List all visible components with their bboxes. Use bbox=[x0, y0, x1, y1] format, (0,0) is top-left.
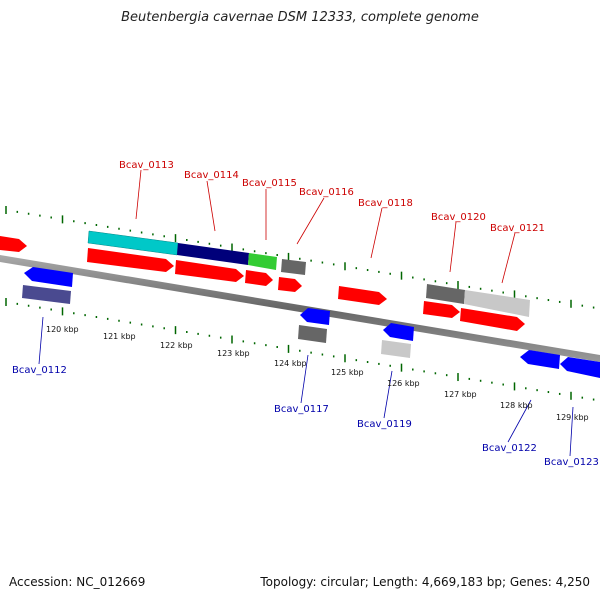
feature-navy bbox=[177, 243, 249, 265]
forward-genes bbox=[0, 236, 525, 331]
feature-gray-0120 bbox=[426, 284, 465, 304]
label-bcav-0122[interactable]: Bcav_0122 bbox=[482, 443, 537, 454]
feature-gray-0117 bbox=[298, 325, 327, 343]
outer-ruler bbox=[5, 206, 595, 309]
topology-text: Topology: circular; Length: 4,669,183 bp… bbox=[260, 575, 590, 589]
scale-labels: 120 kbp 121 kbp 122 kbp 123 kbp 124 kbp … bbox=[46, 325, 589, 422]
label-bcav-0121[interactable]: Bcav_0121 bbox=[490, 223, 545, 234]
leader-bcav-0121 bbox=[501, 232, 516, 284]
gene-arrow-bcav-0114[interactable] bbox=[175, 260, 244, 282]
leader-bcav-0114 bbox=[206, 180, 216, 232]
feature-track bbox=[22, 230, 530, 358]
map-title: Beutenbergia cavernae DSM 12333, complet… bbox=[121, 10, 479, 25]
gene-arrow-bcav-0121[interactable] bbox=[460, 308, 525, 331]
scale-label: 127 kbp bbox=[444, 390, 477, 399]
reverse-genes bbox=[24, 267, 600, 378]
label-bcav-0123[interactable]: Bcav_0123 bbox=[544, 457, 599, 468]
scale-label: 128 kbp bbox=[500, 401, 533, 410]
leader-bcav-0113 bbox=[135, 169, 142, 220]
label-bcav-0116[interactable]: Bcav_0116 bbox=[299, 187, 354, 198]
scale-label: 125 kbp bbox=[331, 368, 364, 377]
leader-bcav-0118 bbox=[370, 207, 383, 259]
leader-bcav-0123 bbox=[569, 406, 574, 457]
leader-bcav-0116 bbox=[296, 197, 325, 245]
scale-label: 129 kbp bbox=[556, 413, 589, 422]
leader-bcav-0117 bbox=[300, 354, 309, 404]
leader-bcav-0119 bbox=[383, 370, 393, 419]
reverse-gene-labels: Bcav_0112 Bcav_0117 Bcav_0119 Bcav_0122 … bbox=[12, 365, 599, 468]
gene-arrow-fwd-left[interactable] bbox=[0, 236, 27, 252]
gene-arrow-bcav-0119[interactable] bbox=[383, 323, 414, 341]
label-bcav-0115[interactable]: Bcav_0115 bbox=[242, 178, 297, 189]
scale-label: 123 kbp bbox=[217, 349, 250, 358]
gene-arrow-bcav-0122[interactable] bbox=[520, 350, 560, 369]
label-bcav-0113[interactable]: Bcav_0113 bbox=[119, 160, 174, 171]
feature-green bbox=[248, 253, 277, 270]
gene-arrow-bcav-0116[interactable] bbox=[278, 277, 302, 292]
label-bcav-0118[interactable]: Bcav_0118 bbox=[358, 198, 413, 209]
gene-arrow-bcav-0113[interactable] bbox=[87, 248, 174, 272]
scale-label: 124 kbp bbox=[274, 359, 307, 368]
gene-arrow-bcav-0120[interactable] bbox=[423, 301, 460, 318]
forward-gene-labels: Bcav_0113 Bcav_0114 Bcav_0115 Bcav_0116 … bbox=[119, 160, 545, 234]
label-bcav-0120[interactable]: Bcav_0120 bbox=[431, 212, 486, 223]
scale-label: 121 kbp bbox=[103, 332, 136, 341]
accession-text: Accession: NC_012669 bbox=[9, 575, 146, 589]
leader-bcav-0112 bbox=[38, 316, 44, 365]
feature-lightgray-0121 bbox=[464, 290, 530, 317]
feature-gray-0116 bbox=[281, 259, 306, 275]
feature-slate-0112 bbox=[22, 285, 71, 304]
gene-arrow-bcav-0123[interactable] bbox=[560, 357, 600, 378]
genome-axis bbox=[0, 255, 600, 362]
label-bcav-0114[interactable]: Bcav_0114 bbox=[184, 170, 239, 181]
feature-lightgray-0119 bbox=[381, 340, 411, 358]
gene-arrow-bcav-0118[interactable] bbox=[338, 286, 387, 305]
gene-arrow-bcav-0115[interactable] bbox=[245, 270, 273, 286]
gene-arrow-bcav-0117[interactable] bbox=[300, 308, 330, 325]
inner-ruler bbox=[5, 298, 595, 401]
leader-bcav-0120 bbox=[449, 221, 457, 273]
leader-bcav-0122 bbox=[507, 399, 532, 443]
scale-label: 122 kbp bbox=[160, 341, 193, 350]
leader-lines bbox=[38, 169, 574, 457]
scale-label: 126 kbp bbox=[387, 379, 420, 388]
scale-label: 120 kbp bbox=[46, 325, 79, 334]
label-bcav-0119[interactable]: Bcav_0119 bbox=[357, 419, 412, 430]
label-bcav-0112[interactable]: Bcav_0112 bbox=[12, 365, 67, 376]
label-bcav-0117[interactable]: Bcav_0117 bbox=[274, 404, 329, 415]
gene-arrow-bcav-0112[interactable] bbox=[24, 267, 73, 287]
